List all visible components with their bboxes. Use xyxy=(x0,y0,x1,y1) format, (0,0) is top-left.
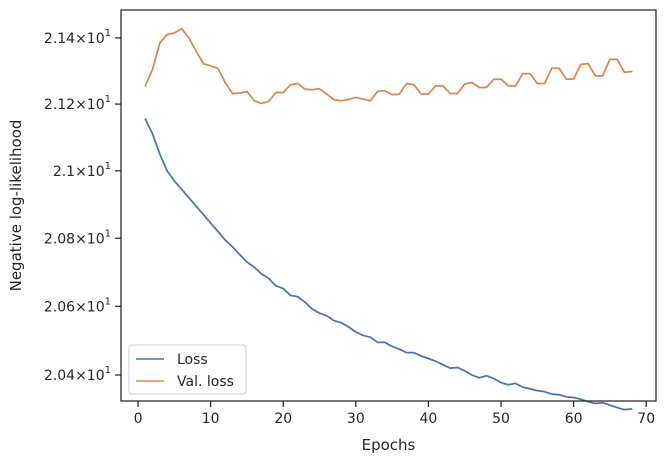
y-tick-times-sign: ×10 xyxy=(75,299,105,315)
y-tick-exponent: 1 xyxy=(105,161,111,172)
x-tick-label: 20 xyxy=(274,411,292,427)
plot-frame xyxy=(120,9,657,402)
legend: Loss Val. loss xyxy=(128,344,247,395)
x-axis-ticks: 0 10 20 30 40 50 60 70 xyxy=(134,401,655,427)
y-tick-label: 2.06×101 xyxy=(44,296,111,315)
y-tick-exponent: 1 xyxy=(105,296,111,307)
y-tick-label: 2.08×101 xyxy=(44,228,111,247)
x-tick-label: 50 xyxy=(492,411,510,427)
legend-label-loss: Loss xyxy=(177,352,208,368)
series-layer xyxy=(144,27,633,411)
y-tick-label: 2.14×101 xyxy=(44,28,111,47)
y-tick-times-sign: ×10 xyxy=(75,164,105,180)
y-tick-mantissa: 2.06 xyxy=(44,299,75,315)
series-line-loss xyxy=(144,118,633,411)
y-tick-exponent: 1 xyxy=(105,28,111,39)
y-tick-times-sign: ×10 xyxy=(75,31,105,47)
x-tick-label: 70 xyxy=(637,411,655,427)
y-tick-exponent: 1 xyxy=(105,228,111,239)
x-tick-label: 40 xyxy=(420,411,438,427)
x-tick-label: 30 xyxy=(347,411,365,427)
y-tick-mantissa: 2.14 xyxy=(44,31,75,47)
y-tick-exponent: 1 xyxy=(105,94,111,105)
y-tick-times-sign: ×10 xyxy=(75,231,105,247)
y-tick-mantissa: 2.12 xyxy=(44,97,75,113)
y-tick-mantissa: 2.08 xyxy=(44,231,75,247)
y-tick-label: 2.04×101 xyxy=(44,365,111,384)
legend-label-val-loss: Val. loss xyxy=(177,374,234,390)
y-tick-mantissa: 2.1 xyxy=(53,164,75,180)
x-axis-label: Epochs xyxy=(362,436,416,454)
y-tick-times-sign: ×10 xyxy=(75,97,105,113)
y-tick-times-sign: ×10 xyxy=(75,368,105,384)
y-tick-exponent: 1 xyxy=(105,365,111,376)
plot-area xyxy=(121,10,656,401)
x-tick-label: 0 xyxy=(134,411,143,427)
y-tick-label: 2.12×101 xyxy=(44,94,111,113)
y-tick-mantissa: 2.04 xyxy=(44,368,75,384)
x-tick-label: 60 xyxy=(565,411,583,427)
y-tick-label: 2.1×101 xyxy=(53,161,111,180)
y-axis-ticks: 2.04×1012.06×1012.08×1012.1×1012.12×1012… xyxy=(44,28,121,384)
y-axis-label: Negative log-likelihood xyxy=(7,120,25,292)
series-line-val-loss xyxy=(144,27,633,105)
x-tick-label: 10 xyxy=(202,411,220,427)
